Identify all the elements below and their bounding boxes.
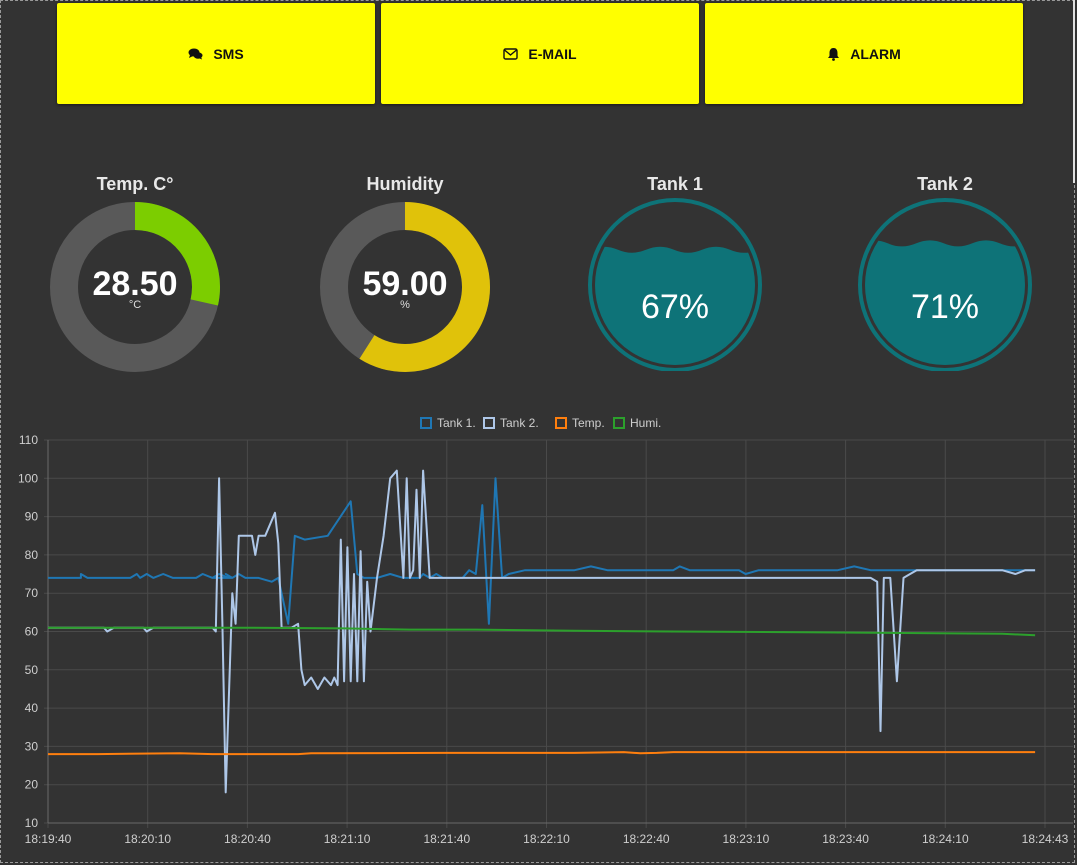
sms-button[interactable]: SMS xyxy=(57,3,375,104)
tank2-liquid xyxy=(865,240,1025,365)
legend-item: Temp. xyxy=(555,416,605,430)
y-tick-label: 110 xyxy=(19,433,38,447)
y-tick-label: 70 xyxy=(25,586,39,600)
humidity-gauge-unit: % xyxy=(400,299,410,311)
y-tick-label: 80 xyxy=(25,548,39,562)
legend-label: Tank 2. xyxy=(500,416,539,430)
sensor-line-chart: Tank 1. Tank 2. Temp. Humi. 10 20 30 40 50 60 70 80… xyxy=(18,416,1073,846)
series-line xyxy=(48,469,1036,794)
y-tick-label: 60 xyxy=(25,625,39,639)
tank1-liquid xyxy=(595,246,755,365)
legend-swatch xyxy=(483,417,495,429)
sms-button-label: SMS xyxy=(213,45,244,62)
tank2-level-gauge xyxy=(858,198,1032,371)
x-tick-label: 18:22:10 xyxy=(523,832,570,846)
y-tick-label: 40 xyxy=(25,701,39,715)
alarm-button-label: ALARM xyxy=(850,45,901,62)
tank1-ring xyxy=(588,198,762,371)
legend-label: Temp. xyxy=(572,416,605,430)
scroll-indicator xyxy=(1073,0,1075,183)
x-tick-label: 18:21:40 xyxy=(423,832,470,846)
envelope-icon xyxy=(503,47,519,60)
temp-gauge xyxy=(50,202,220,372)
tank2-title: Tank 2 xyxy=(917,174,973,194)
series-line xyxy=(48,626,1036,637)
humidity-gauge-value: 59.00 xyxy=(362,265,448,303)
x-tick-label: 18:20:40 xyxy=(224,832,271,846)
x-tick-label: 18:24:10 xyxy=(922,832,969,846)
temp-gauge-title: Temp. C° xyxy=(96,174,174,194)
x-tick-label: 18:23:40 xyxy=(822,832,869,846)
legend-item: Tank 1. xyxy=(420,416,476,430)
legend-item: Tank 2. xyxy=(483,416,539,430)
email-button-label: E-MAIL xyxy=(528,45,577,62)
series-line xyxy=(48,751,1036,756)
comments-icon xyxy=(188,48,203,60)
x-tick-label: 18:22:40 xyxy=(623,832,670,846)
humidity-gauge-arc xyxy=(359,202,490,372)
x-tick-label: 18:20:10 xyxy=(124,832,171,846)
temp-gauge-arc xyxy=(134,202,220,306)
y-tick-label: 100 xyxy=(18,471,38,485)
temp-gauge-value: 28.50 xyxy=(92,265,178,303)
humidity-gauge-title: Humidity xyxy=(366,174,444,194)
legend-item: Humi. xyxy=(613,416,661,430)
legend-label: Tank 1. xyxy=(437,416,476,430)
humidity-gauge xyxy=(320,202,490,372)
x-tick-label: 18:21:10 xyxy=(324,832,371,846)
tank1-percent: 67% xyxy=(640,288,710,326)
legend-swatch xyxy=(420,417,432,429)
temp-gauge-unit: °C xyxy=(128,299,142,311)
tank1-level-gauge xyxy=(588,198,762,371)
x-tick-label: 18:19:40 xyxy=(25,832,72,846)
y-tick-label: 90 xyxy=(25,510,39,524)
x-tick-label: 18:23:10 xyxy=(723,832,770,846)
y-tick-label: 10 xyxy=(25,816,39,830)
legend-swatch xyxy=(613,417,625,429)
series-line xyxy=(48,477,1036,625)
legend-label: Humi. xyxy=(630,416,661,430)
email-button[interactable]: E-MAIL xyxy=(381,3,699,104)
tank2-ring xyxy=(858,198,1032,371)
bell-icon xyxy=(827,47,840,61)
tank1-title: Tank 1 xyxy=(647,174,703,194)
x-tick-label: 18:24:43 xyxy=(1022,832,1069,846)
y-tick-label: 20 xyxy=(25,778,39,792)
y-tick-label: 30 xyxy=(25,739,39,753)
legend-swatch xyxy=(555,417,567,429)
y-tick-label: 50 xyxy=(25,663,39,677)
alarm-button[interactable]: ALARM xyxy=(705,3,1023,104)
tank2-percent: 71% xyxy=(910,288,980,326)
